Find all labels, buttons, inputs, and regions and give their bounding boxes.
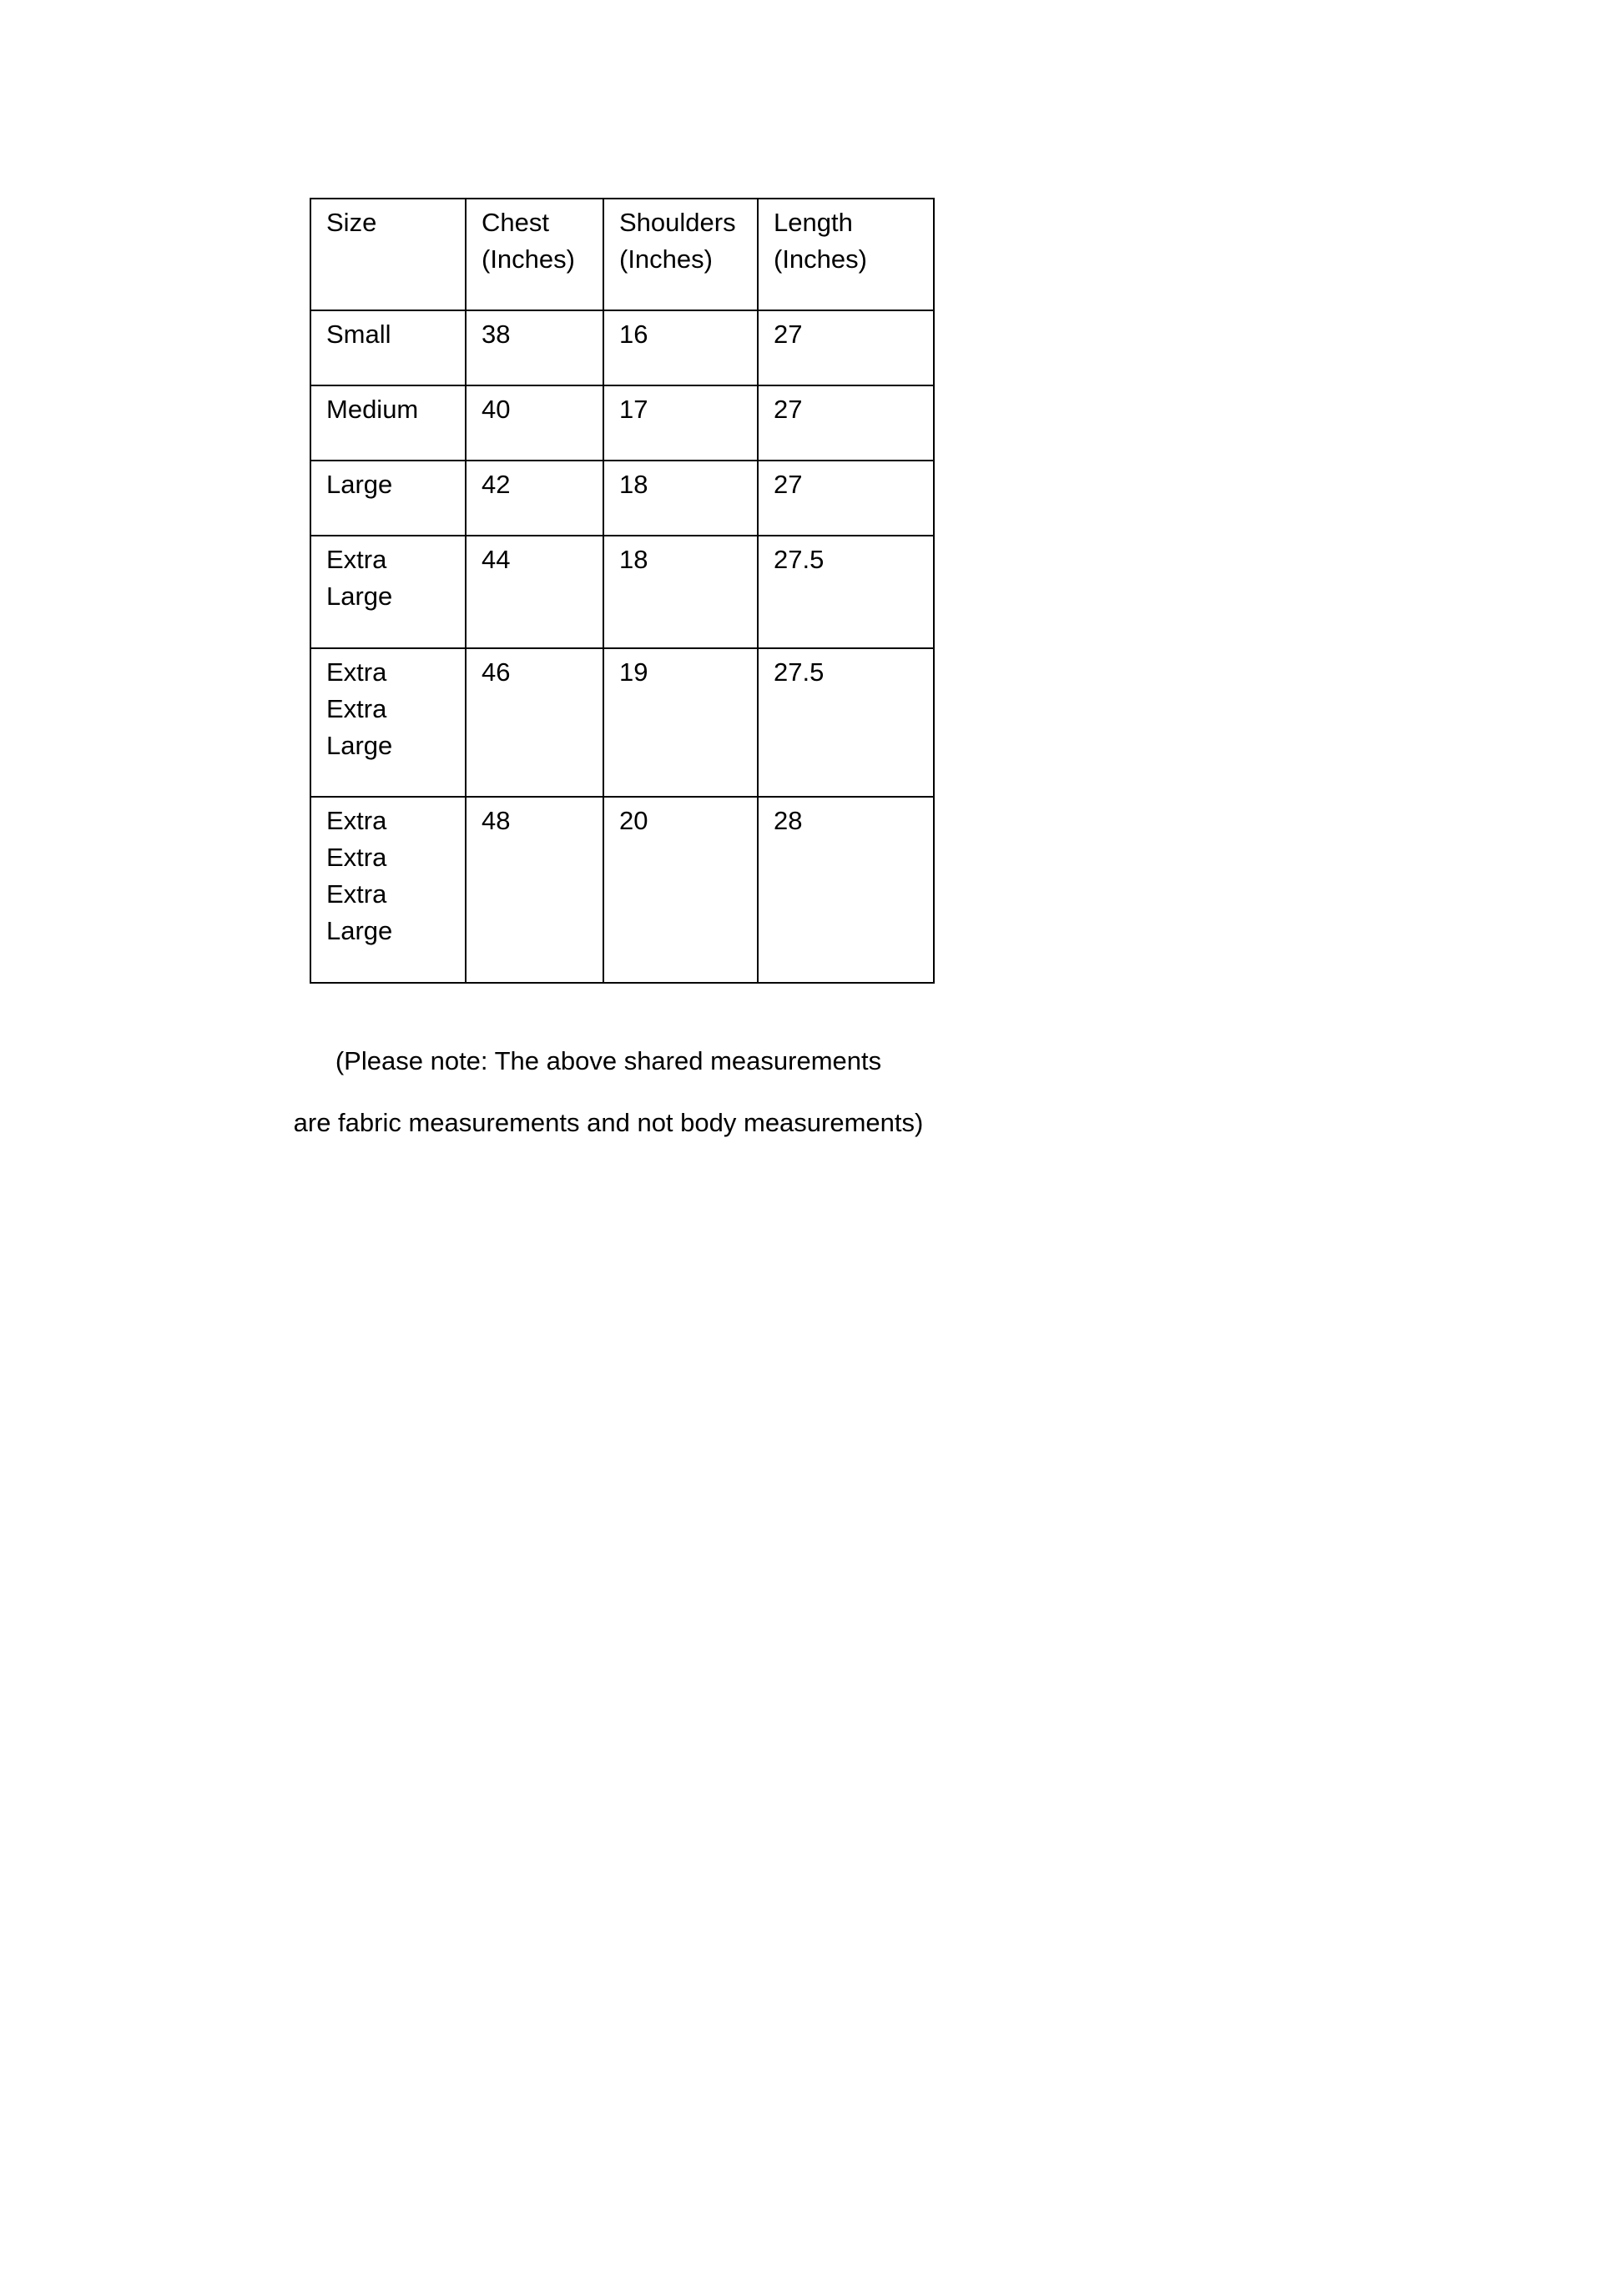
- table-cell: 27.5: [757, 535, 935, 649]
- size-chart-table: Size Chest (Inches) Shoulders (Inches) Leng…: [310, 198, 935, 984]
- table-cell: 38: [465, 310, 604, 386]
- table-row: Extra Extra Large 46 19 27.5: [310, 647, 935, 798]
- table-cell: Extra Extra Extra Large: [310, 796, 467, 984]
- table-cell: 42: [465, 460, 604, 536]
- table-cell: 28: [757, 796, 935, 984]
- table-row: Extra Extra Extra Large 48 20 28: [310, 796, 935, 984]
- header-row: Size Chest (Inches) Shoulders (Inches) Leng…: [310, 198, 935, 311]
- table-cell: 16: [603, 310, 759, 386]
- table-row: Extra Large 44 18 27.5: [310, 535, 935, 649]
- table-cell: 40: [465, 385, 604, 461]
- header-cell: Length (Inches): [757, 198, 935, 311]
- table-cell: 27: [757, 385, 935, 461]
- table-cell: Extra Extra Large: [310, 647, 467, 798]
- table-cell: 18: [603, 460, 759, 536]
- table-cell: 20: [603, 796, 759, 984]
- table-row: Small 38 16 27: [310, 310, 935, 386]
- table-cell: Large: [310, 460, 467, 536]
- table-cell: 19: [603, 647, 759, 798]
- header-cell: Chest (Inches): [465, 198, 604, 311]
- table-cell: 27.5: [757, 647, 935, 798]
- header-cell: Size: [310, 198, 467, 311]
- table-cell: 27: [757, 310, 935, 386]
- note-line-2: are fabric measurements and not body mea…: [293, 1108, 924, 1137]
- table-cell: 18: [603, 535, 759, 649]
- header-cell: Shoulders (Inches): [603, 198, 759, 311]
- note-line-1: (Please note: The above shared measureme…: [335, 1046, 882, 1075]
- table-cell: Extra Large: [310, 535, 467, 649]
- table-row: Large 42 18 27: [310, 460, 935, 536]
- table-cell: 17: [603, 385, 759, 461]
- table-cell: 46: [465, 647, 604, 798]
- table-cell: Medium: [310, 385, 467, 461]
- table-cell: 44: [465, 535, 604, 649]
- table-row: Medium 40 17 27: [310, 385, 935, 461]
- table-cell: 27: [757, 460, 935, 536]
- table-cell: Small: [310, 310, 467, 386]
- table-cell: 48: [465, 796, 604, 984]
